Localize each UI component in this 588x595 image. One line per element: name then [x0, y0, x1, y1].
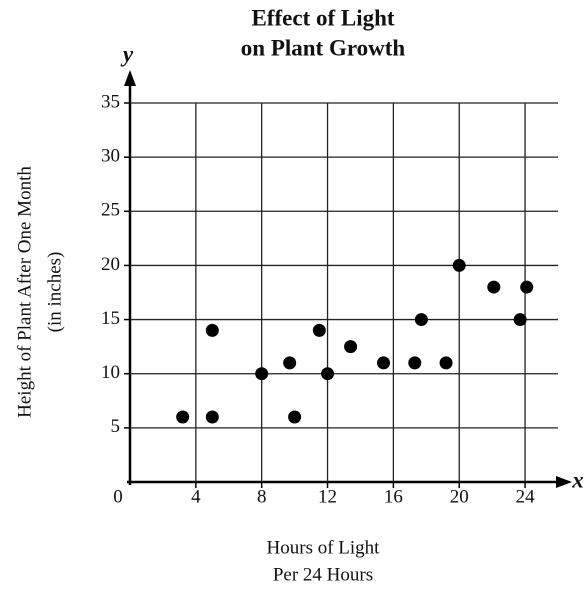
point [312, 323, 326, 337]
y-tick-label: 5 [111, 416, 121, 437]
point [283, 356, 297, 370]
y-tick-label: 10 [101, 362, 120, 383]
point [321, 367, 335, 381]
point [205, 323, 219, 337]
point [487, 280, 501, 294]
y-tick-label: 35 [101, 91, 120, 112]
point [176, 410, 190, 424]
y-tick-label: 25 [101, 200, 120, 221]
x-tick-label: 16 [384, 486, 403, 507]
point [205, 410, 219, 424]
x-tick-label: 12 [318, 486, 337, 507]
x-tick-label: 0 [113, 486, 123, 507]
point [408, 356, 422, 370]
x-tick-label: 4 [191, 486, 201, 507]
point [513, 313, 527, 327]
y-tick-label: 30 [101, 146, 120, 167]
x-tick-label: 8 [257, 486, 267, 507]
point [288, 410, 302, 424]
x-tick-label: 24 [516, 486, 536, 507]
y-tick-label: 15 [101, 308, 120, 329]
point [377, 356, 391, 370]
chart-title: on Plant Growth [241, 35, 406, 60]
x-axis-label: Per 24 Hours [273, 564, 373, 585]
chart-title: Effect of Light [251, 5, 394, 30]
point [520, 280, 534, 294]
x-tick-label: 20 [450, 486, 469, 507]
y-axis-letter: y [120, 41, 134, 66]
y-axis-label: Height of Plant After One Month [14, 166, 35, 418]
y-axis-arrow [124, 70, 136, 86]
point [255, 367, 269, 381]
x-axis-arrow [556, 476, 572, 488]
y-tick-label: 20 [101, 254, 120, 275]
point [439, 356, 453, 370]
point [452, 258, 466, 272]
point [344, 340, 358, 354]
point [414, 313, 428, 327]
x-axis-label: Hours of Light [267, 537, 381, 558]
x-axis-letter: x [571, 467, 584, 492]
y-axis-label: (in inches) [44, 252, 65, 333]
